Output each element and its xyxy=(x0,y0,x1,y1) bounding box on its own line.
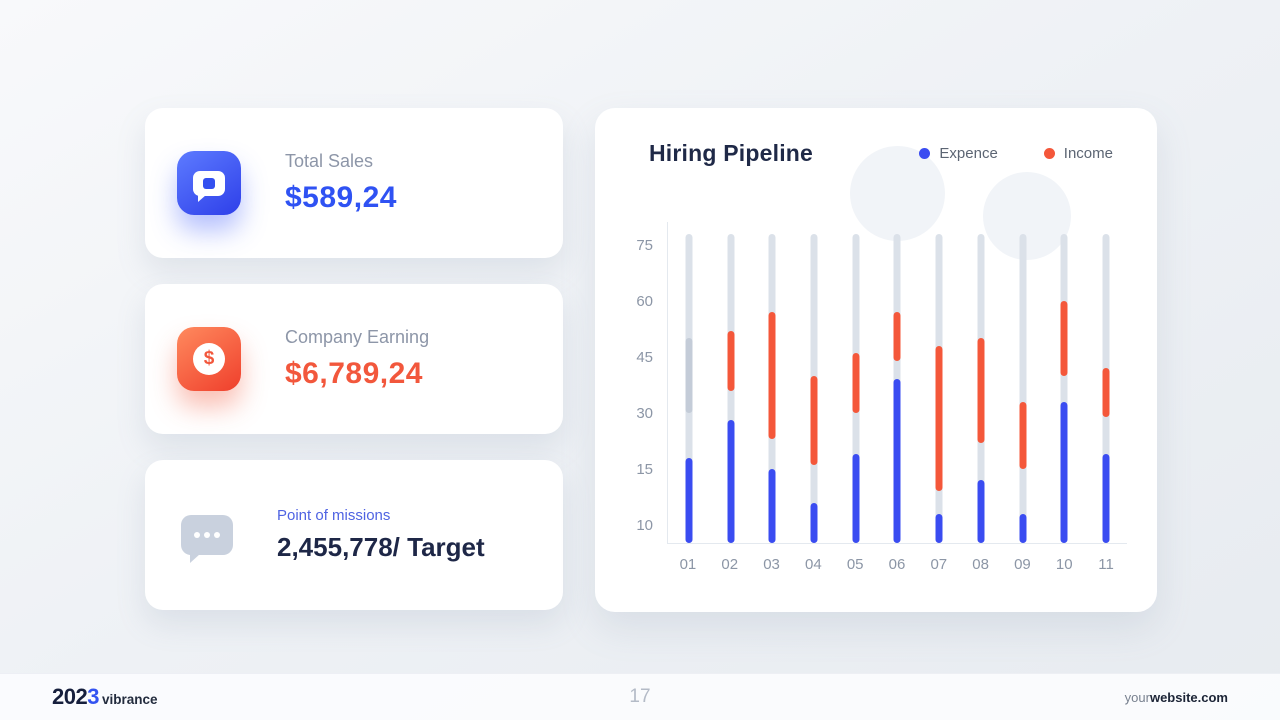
x-axis-labels: 01 02 03 04 05 06 07 08 09 10 11 xyxy=(667,556,1127,576)
expence-bar xyxy=(852,454,860,543)
chat-dots-icon xyxy=(181,515,233,563)
website-prefix: your xyxy=(1124,689,1150,705)
track-bar xyxy=(1019,233,1027,543)
x-tick: 03 xyxy=(763,556,780,573)
total-sales-card: Total Sales $589,24 xyxy=(145,108,563,258)
card-text: Point of missions 2,455,778/ Target xyxy=(277,507,485,563)
y-tick: 60 xyxy=(636,293,653,310)
logo-brand: vibrance xyxy=(101,692,158,707)
expence-bar xyxy=(685,457,693,543)
income-bar xyxy=(810,375,818,466)
expence-bar xyxy=(727,420,735,543)
total-sales-value: $589,24 xyxy=(285,181,397,214)
muted-bar xyxy=(685,338,693,413)
y-axis-labels: 10 15 30 45 60 75 xyxy=(609,222,653,544)
income-bar xyxy=(1060,301,1068,376)
target-value: 2,455,778/ Target xyxy=(277,532,485,562)
legend-dot-income xyxy=(1043,148,1055,159)
bubble-dot xyxy=(214,532,220,538)
legend-item-income: Income xyxy=(1043,145,1113,162)
chat-bubble-shape xyxy=(193,170,225,202)
x-tick: 07 xyxy=(930,556,948,573)
y-tick: 10 xyxy=(636,517,653,534)
bar-column xyxy=(877,222,919,543)
website-link[interactable]: yourwebsite.com xyxy=(1125,690,1228,705)
bar-column xyxy=(1044,222,1086,543)
x-tick: 09 xyxy=(1014,556,1031,573)
company-earning-value: $6,789,24 xyxy=(285,357,423,390)
expence-bar xyxy=(1102,454,1110,543)
x-tick: 01 xyxy=(679,556,697,573)
card-text: Total Sales $589,24 xyxy=(285,151,397,215)
bar-column xyxy=(918,222,960,543)
total-sales-label: Total Sales xyxy=(285,151,374,171)
page-number: 17 xyxy=(629,686,651,707)
x-tick: 08 xyxy=(972,556,989,573)
bubble-dot xyxy=(204,532,210,538)
bar-column xyxy=(751,222,793,543)
logo-year-accent: 3 xyxy=(87,684,99,709)
chart-title: Hiring Pipeline xyxy=(649,140,814,166)
bar-column xyxy=(668,222,710,543)
x-tick: 04 xyxy=(805,556,822,573)
decorative-circle xyxy=(983,172,1071,260)
bubble-dot xyxy=(194,532,200,538)
stats-column: Total Sales $589,24 $ Company Earning $6… xyxy=(145,108,563,610)
bar-column xyxy=(793,222,835,543)
dollar-icon: $ xyxy=(177,327,241,391)
y-tick: 15 xyxy=(636,461,653,478)
expence-bar xyxy=(810,502,818,543)
website-rest: website.com xyxy=(1149,689,1228,705)
brand-logo: 2023 vibrance xyxy=(52,684,158,710)
point-of-missions-card: Point of missions 2,455,778/ Target xyxy=(145,460,563,610)
track-bar xyxy=(1060,233,1068,543)
y-tick: 30 xyxy=(636,405,653,422)
company-earning-card: $ Company Earning $6,789,24 xyxy=(145,284,563,434)
logo-year: 2023 xyxy=(52,684,99,709)
footer: 2023 vibrance 17 yourwebsite.com xyxy=(0,673,1280,720)
expence-bar xyxy=(935,513,943,543)
legend-dot-expence xyxy=(919,148,931,159)
expence-bar xyxy=(768,469,776,543)
expence-bar xyxy=(1060,401,1068,543)
expence-bar xyxy=(977,480,985,543)
expence-bar xyxy=(1019,513,1027,543)
income-bar xyxy=(852,353,860,413)
chat-sales-icon xyxy=(177,151,241,215)
chart-legend: Expence Income xyxy=(919,145,1113,162)
point-of-missions-label: Point of missions xyxy=(277,507,391,524)
y-tick: 45 xyxy=(636,349,653,366)
chart-header: Hiring Pipeline Expence Income xyxy=(649,140,1113,167)
x-tick: 11 xyxy=(1098,556,1114,573)
income-bar xyxy=(768,312,776,440)
legend-item-expence: Expence xyxy=(919,145,998,162)
legend-label-income: Income xyxy=(1063,145,1113,162)
income-bar xyxy=(935,345,943,492)
income-bar xyxy=(727,330,735,391)
company-earning-label: Company Earning xyxy=(285,327,430,347)
bar-column xyxy=(960,222,1002,543)
x-tick: 02 xyxy=(721,556,739,573)
bar-column xyxy=(835,222,877,543)
x-tick: 10 xyxy=(1055,556,1073,573)
dollar-circle-glyph: $ xyxy=(193,343,225,375)
x-tick: 05 xyxy=(846,556,864,573)
bar-column xyxy=(710,222,752,543)
bar-column xyxy=(1085,222,1127,543)
x-tick: 06 xyxy=(888,556,906,573)
chart-card: Hiring Pipeline Expence Income 10 15 30 45 6… xyxy=(595,108,1157,612)
y-tick: 75 xyxy=(636,237,653,254)
income-bar xyxy=(1019,401,1027,469)
chat-bubble-inner xyxy=(203,177,215,189)
income-bar xyxy=(1102,368,1110,417)
expence-bar xyxy=(893,379,901,543)
decorative-circle xyxy=(850,146,945,241)
chart-plot xyxy=(667,222,1127,544)
bar-column xyxy=(1002,222,1044,543)
income-bar xyxy=(893,312,901,361)
card-text: Company Earning $6,789,24 xyxy=(285,327,429,391)
legend-label-expence: Expence xyxy=(939,145,998,162)
income-bar xyxy=(977,338,985,443)
